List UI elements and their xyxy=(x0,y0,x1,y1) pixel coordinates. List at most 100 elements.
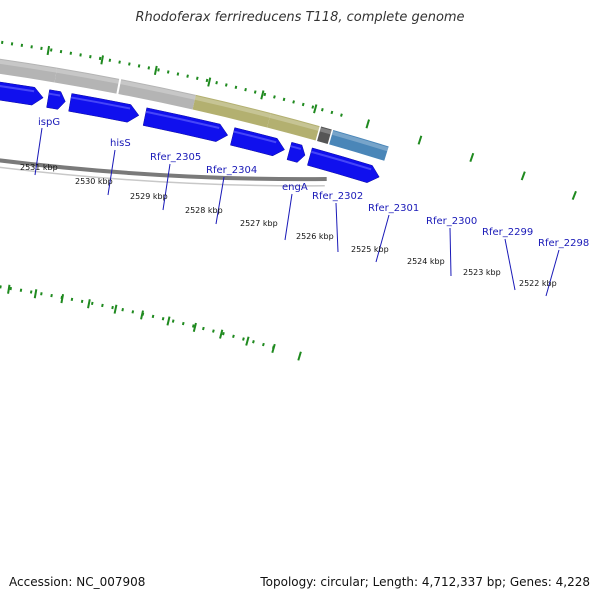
outer-tick xyxy=(147,66,151,70)
inner-tick xyxy=(151,314,155,319)
outer-tick xyxy=(89,55,92,59)
gene-label-engA[interactable]: engA xyxy=(282,182,308,193)
inner-major-tick xyxy=(140,310,144,320)
outer-tick xyxy=(330,110,334,115)
kbp-label: 2526 kbp xyxy=(296,232,334,241)
outer-tick xyxy=(234,85,238,89)
label-leader-line xyxy=(545,249,560,297)
label-leader-line xyxy=(34,127,43,176)
inner-tick xyxy=(80,299,84,304)
feature-bars xyxy=(0,58,389,161)
label-leader-line xyxy=(449,227,452,277)
inner-tick xyxy=(101,303,104,308)
inner-major-tick xyxy=(113,304,118,314)
cds-arrows xyxy=(0,81,380,183)
outer-tick xyxy=(224,83,228,87)
outer-major-tick xyxy=(469,152,475,162)
inner-tick xyxy=(70,297,74,302)
cds-arrow-shine xyxy=(233,130,277,144)
gene-label-Rfer_2298[interactable]: Rfer_2298 xyxy=(538,238,589,249)
outer-tick xyxy=(273,95,276,99)
outer-tick-ring xyxy=(1,40,577,200)
inner-major-tick xyxy=(219,329,224,339)
outer-tick xyxy=(137,64,141,68)
inner-tick xyxy=(171,319,175,323)
feature-bar-shine xyxy=(56,68,120,84)
inner-tick-ring xyxy=(0,284,302,361)
inner-tick xyxy=(181,321,185,326)
inner-tick xyxy=(40,292,43,296)
feature-bar-shine xyxy=(194,95,271,118)
gene-label-hisS[interactable]: hisS xyxy=(110,138,131,149)
feature-bar-shine xyxy=(319,127,332,135)
feature-bar-Rfer_2298 xyxy=(317,126,332,144)
inner-major-tick xyxy=(7,284,11,294)
outer-tick xyxy=(69,51,73,55)
feature-bar-shine xyxy=(331,130,389,152)
inner-tick xyxy=(161,317,165,321)
feature-bar-shine xyxy=(269,113,320,131)
inner-tick xyxy=(90,301,94,306)
inner-tick xyxy=(252,340,255,344)
outer-major-tick xyxy=(520,171,526,181)
inner-tick xyxy=(111,305,114,310)
outer-major-tick xyxy=(365,119,371,129)
kbp-label: 2531 kbp xyxy=(20,163,58,172)
feature-bar-unlabelled xyxy=(329,129,389,161)
kbp-label: 2524 kbp xyxy=(407,257,445,266)
gene-label-Rfer_2304[interactable]: Rfer_2304 xyxy=(206,165,257,176)
inner-major-tick xyxy=(87,299,91,309)
label-leaders xyxy=(34,127,560,297)
outer-tick xyxy=(118,60,121,64)
kbp-label: 2527 kbp xyxy=(240,219,278,228)
gene-label-Rfer_2301[interactable]: Rfer_2301 xyxy=(368,203,419,214)
accession-text: Accession: NC_007908 xyxy=(9,575,146,589)
label-leader-line xyxy=(107,149,116,196)
inner-tick xyxy=(222,331,225,336)
inner-major-tick xyxy=(166,316,171,326)
feature-bar-Rfer_2302 xyxy=(54,67,120,94)
outer-tick xyxy=(186,74,189,78)
backbone-highlight-line xyxy=(0,166,325,187)
gene-labels: ispG hisS Rfer_2305 Rfer_2304 engA Rfer_… xyxy=(38,117,589,249)
outer-tick xyxy=(205,78,209,83)
inner-tick xyxy=(121,308,124,312)
inner-tick xyxy=(232,334,235,339)
gene-label-ispG[interactable]: ispG xyxy=(38,117,60,128)
inner-tick xyxy=(50,293,53,298)
gene-label-Rfer_2302[interactable]: Rfer_2302 xyxy=(312,191,363,202)
outer-major-tick xyxy=(571,190,577,200)
outer-major-tick xyxy=(313,104,318,114)
inner-major-tick xyxy=(297,351,302,361)
outer-tick xyxy=(79,53,82,57)
genome-summary-text: Topology: circular; Length: 4,712,337 bp… xyxy=(260,575,590,589)
inner-tick xyxy=(212,329,215,333)
feature-bar-Rfer_2299 xyxy=(267,113,320,141)
inner-tick xyxy=(262,342,265,347)
outer-tick xyxy=(292,100,295,104)
outer-tick xyxy=(244,87,247,92)
outer-tick xyxy=(253,90,257,94)
label-leader-line xyxy=(162,163,171,211)
inner-tick xyxy=(29,290,33,294)
gene-label-Rfer_2305[interactable]: Rfer_2305 xyxy=(150,152,201,163)
outer-tick xyxy=(301,102,305,107)
outer-tick xyxy=(282,97,286,102)
cds-arrow xyxy=(46,89,66,110)
feature-bar-shine xyxy=(0,59,57,73)
gene-label-Rfer_2299[interactable]: Rfer_2299 xyxy=(482,227,533,238)
kbp-scale-labels: 2531 kbp 2530 kbp 2529 kbp 2528 kbp 2527… xyxy=(20,163,557,288)
kbp-label: 2530 kbp xyxy=(75,177,113,186)
outer-tick xyxy=(195,76,199,80)
map-title: Rhodoferax ferrireducens T118, complete … xyxy=(135,10,465,25)
outer-tick xyxy=(98,56,102,61)
cds-arrow-shine xyxy=(145,110,220,129)
outer-tick xyxy=(311,105,315,109)
inner-major-tick xyxy=(60,293,65,304)
gene-label-Rfer_2300[interactable]: Rfer_2300 xyxy=(426,216,477,227)
outer-major-tick xyxy=(417,135,423,145)
outer-tick xyxy=(340,113,343,117)
inner-major-tick xyxy=(245,336,250,346)
outer-major-tick xyxy=(153,65,158,75)
